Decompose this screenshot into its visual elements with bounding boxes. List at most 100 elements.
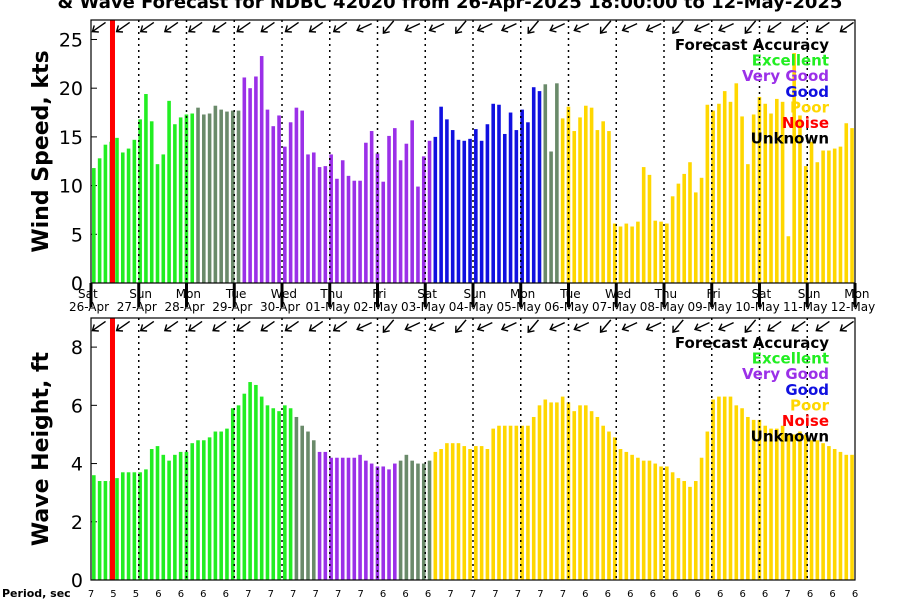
day-date: 02-May: [353, 300, 397, 314]
bar: [311, 440, 316, 580]
arrow-head: [791, 324, 799, 332]
day-weekday: Mon: [510, 287, 535, 301]
wind-arrow: [332, 320, 348, 332]
bar: [369, 463, 374, 580]
y-tick-label: 0: [71, 570, 83, 592]
bar: [92, 475, 96, 580]
bar: [474, 446, 478, 580]
bar: [676, 183, 681, 283]
bar: [682, 481, 686, 580]
y-tick-label: 10: [59, 176, 83, 198]
day-weekday: Wed: [271, 287, 297, 301]
plot-frame: [90, 317, 856, 581]
bar: [624, 451, 629, 580]
bar: [340, 457, 345, 580]
bar: [659, 466, 663, 580]
arrow-head: [573, 323, 581, 332]
arrow-head: [573, 24, 581, 33]
bar: [225, 111, 229, 284]
bar: [445, 119, 449, 283]
bar: [780, 425, 785, 580]
arrow-head: [115, 324, 124, 332]
day-date: 11-May: [783, 300, 827, 314]
bar: [636, 457, 640, 580]
arrow-shaft: [600, 20, 612, 34]
period-value: 6: [717, 589, 723, 600]
wind-arrow: [284, 320, 299, 332]
bar: [288, 408, 293, 580]
bar: [827, 150, 831, 283]
wind-arrow: [404, 22, 421, 33]
period-value: 6: [829, 589, 835, 600]
bar: [167, 460, 171, 580]
bar: [97, 158, 102, 283]
noise-marker: [109, 318, 115, 580]
period-value: 7: [492, 589, 498, 600]
arrow-shaft: [527, 319, 540, 333]
bar: [676, 478, 681, 580]
period-value: 7: [335, 589, 341, 600]
bar: [769, 428, 773, 580]
wind-arrow: [356, 22, 372, 33]
arrow-head: [356, 24, 364, 33]
chart-title: & Wave Forecast for NDBC 42020 from 26-A…: [58, 0, 843, 13]
arrow-head: [815, 25, 823, 33]
bar: [566, 402, 571, 580]
bar: [717, 396, 721, 580]
bar: [815, 162, 820, 283]
y-tick-label: 5: [71, 224, 83, 246]
bar: [317, 451, 322, 580]
arrow-shaft: [309, 21, 324, 33]
arrow-head: [527, 26, 535, 34]
bar: [132, 139, 137, 283]
arrow-head: [476, 24, 485, 33]
bar: [167, 100, 171, 283]
arrow-head: [839, 324, 847, 332]
period-value: 6: [739, 589, 745, 600]
wind-arrow: [115, 320, 131, 332]
arrow-shaft: [116, 320, 131, 332]
arrow-shaft: [744, 319, 757, 333]
bar: [775, 98, 779, 284]
y-tick-label: 4: [71, 454, 83, 476]
arrow-shaft: [260, 21, 275, 33]
bar: [97, 481, 102, 580]
bar: [103, 144, 108, 283]
arrow-shaft: [429, 321, 445, 331]
bar: [323, 451, 328, 580]
bar: [520, 109, 524, 284]
bar: [340, 160, 345, 283]
bar: [601, 121, 605, 283]
bar: [555, 83, 559, 283]
wind-arrow: [693, 321, 710, 332]
period-value: 7: [357, 589, 363, 600]
arrow-head: [163, 25, 172, 33]
bar: [202, 440, 206, 580]
legend-item: Very Good: [742, 67, 829, 85]
bar: [751, 114, 756, 283]
bar: [763, 103, 768, 283]
arrow-head: [91, 25, 99, 33]
bar: [196, 107, 200, 284]
bar: [207, 113, 212, 283]
bar: [161, 454, 166, 580]
bar: [479, 446, 484, 580]
bar: [653, 220, 658, 283]
arrow-shaft: [455, 319, 467, 333]
bar: [300, 425, 304, 580]
bar: [120, 152, 125, 283]
wind-arrow: [139, 21, 155, 33]
bar: [786, 434, 791, 580]
bar: [213, 105, 218, 283]
wind-arrow: [308, 21, 324, 33]
wave-height-panel: 0 2 4 6 8 Wave Height, ft Forecast AccuracyExc…: [29, 317, 856, 592]
bar: [306, 431, 310, 580]
bar: [641, 460, 646, 580]
bar: [537, 91, 542, 283]
bar: [161, 154, 166, 283]
period-value: 6: [155, 589, 161, 600]
bar: [352, 457, 357, 580]
arrow-head: [621, 323, 629, 332]
